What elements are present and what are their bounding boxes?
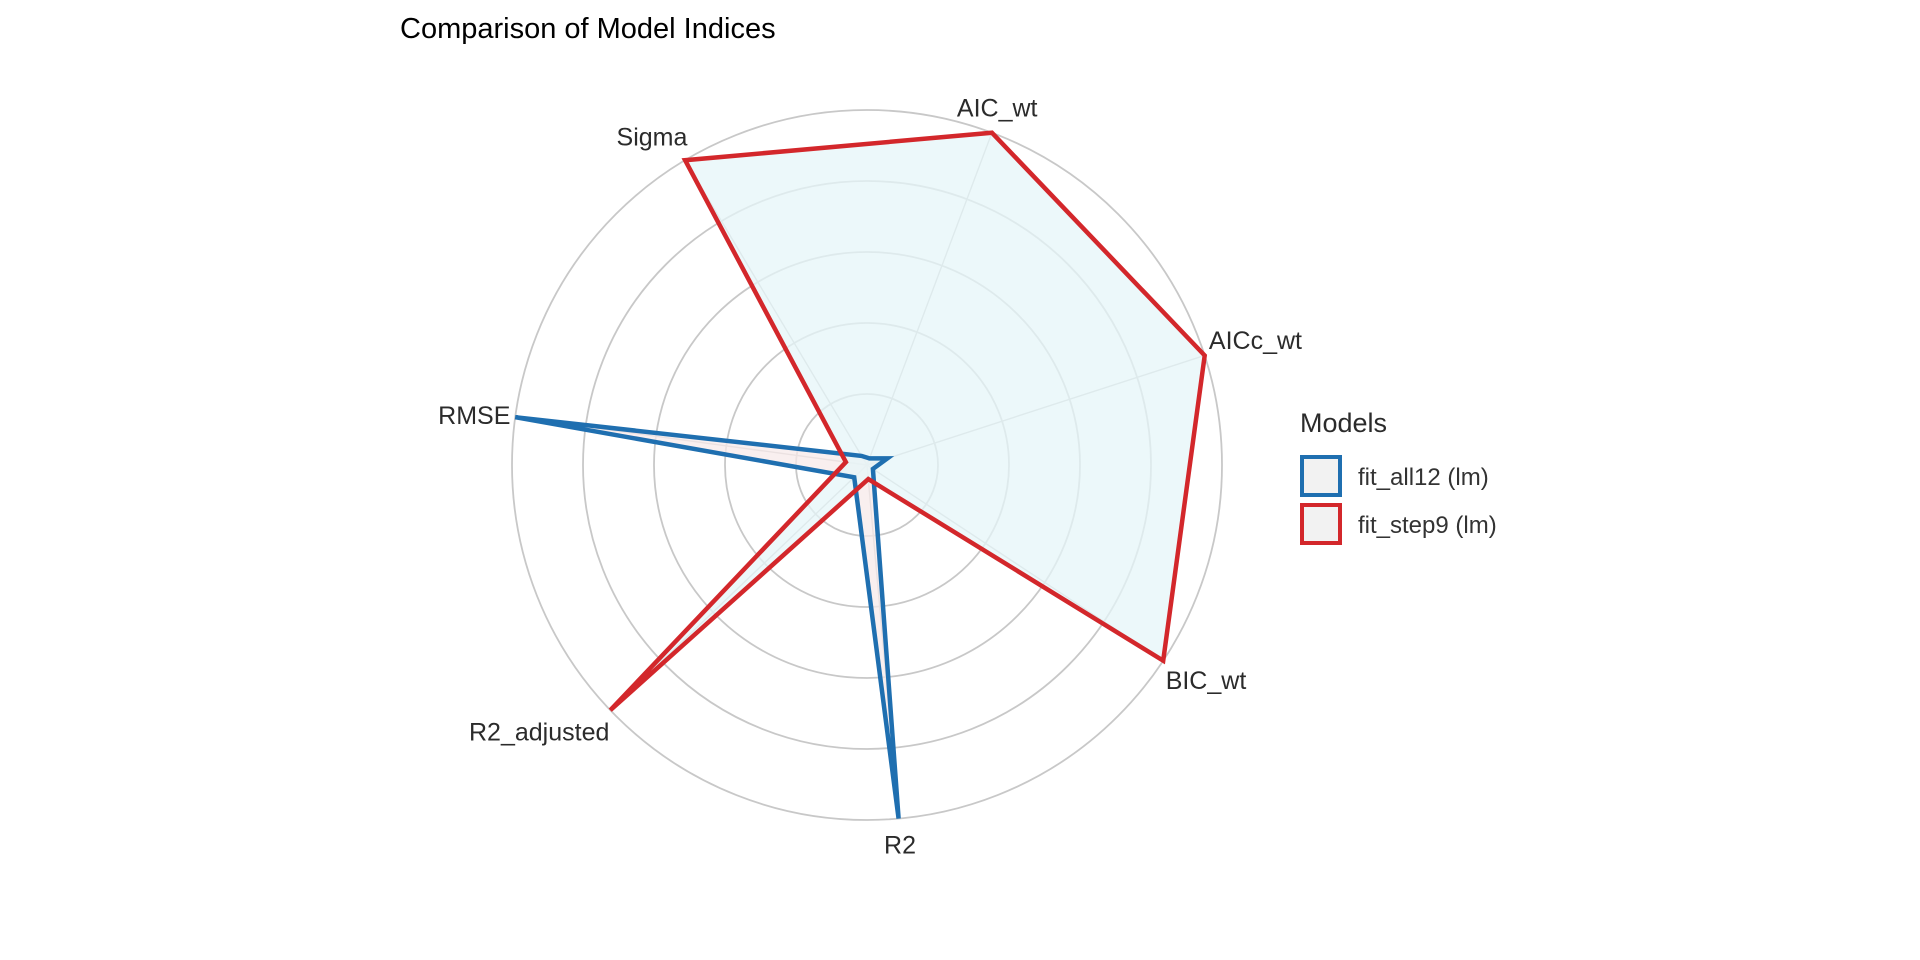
axis-label-r2-adjusted: R2_adjusted — [469, 719, 609, 747]
axis-label-r2: R2 — [884, 832, 916, 860]
chart-title: Comparison of Model Indices — [400, 13, 776, 45]
legend-key-2 — [1300, 503, 1342, 545]
axis-label-bic-wt: BIC_wt — [1166, 667, 1247, 695]
legend: Models fit_all12 (lm) fit_step9 (lm) — [1300, 408, 1497, 545]
legend-label-1: fit_all12 (lm) — [1358, 464, 1489, 491]
line-layer — [514, 130, 1208, 819]
legend-label-2: fit_step9 (lm) — [1358, 512, 1497, 539]
legend-title: Models — [1300, 408, 1387, 438]
legend-key-1 — [1300, 455, 1342, 497]
grid-ring — [511, 109, 1223, 821]
axis-label-rmse: RMSE — [438, 402, 510, 430]
legend-items: fit_all12 (lm) fit_step9 (lm) — [1300, 455, 1497, 545]
fill-layer — [515, 132, 1205, 819]
axis-label-sigma: Sigma — [617, 123, 688, 151]
series-line-1 — [514, 414, 901, 819]
axis-labels: AIC_wt AICc_wt BIC_wt R2 R2_adjusted RMSE Sigm… — [438, 95, 1302, 860]
axis-label-aic-wt: AIC_wt — [957, 95, 1038, 123]
series-line-2 — [608, 130, 1208, 712]
axis-label-aicc-wt: AICc_wt — [1209, 327, 1302, 355]
series-fill-2 — [610, 132, 1205, 711]
